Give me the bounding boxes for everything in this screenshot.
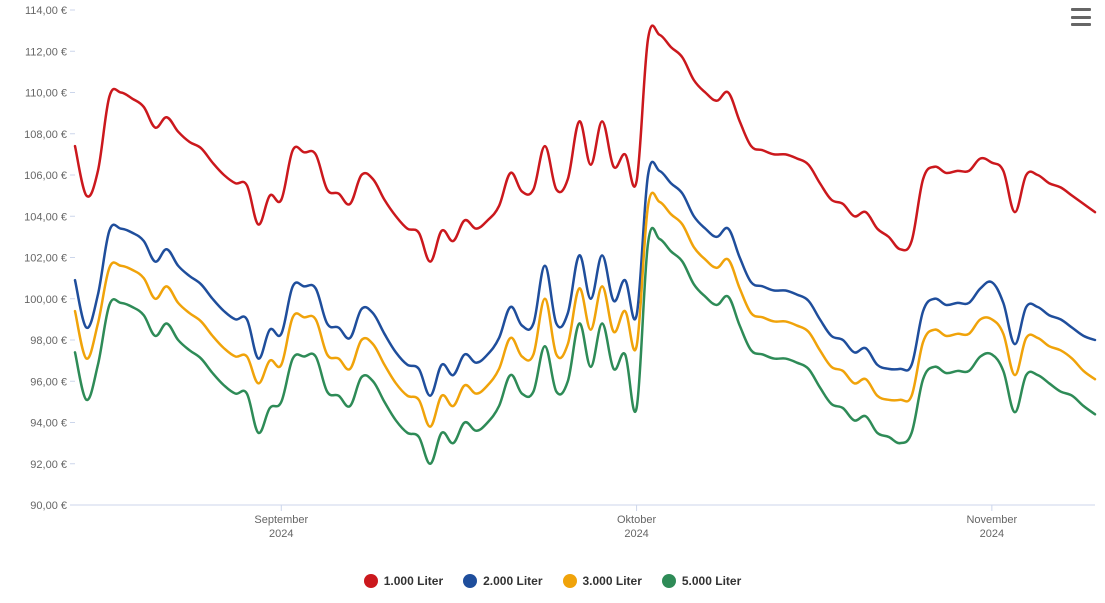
x-axis-label-year: 2024 [624,528,648,540]
chart-legend: 1.000 Liter 2.000 Liter 3.000 Liter 5.000 L… [0,574,1105,591]
x-axis-label-month: September [254,514,308,526]
line-chart-svg: 90,00 € 92,00 € 94,00 € 96,00 € 98,00 € 100,0… [0,0,1105,553]
chart-container: 90,00 € 92,00 € 94,00 € 96,00 € 98,00 € 100,0… [0,0,1105,603]
y-axis-label: 94,00 € [30,418,67,430]
legend-swatch [364,574,378,588]
x-axis-label-month: November [966,514,1017,526]
y-axis-label: 112,00 € [25,46,67,58]
y-axis-label: 92,00 € [30,459,67,471]
x-axis-label-year: 2024 [980,528,1004,540]
legend-item[interactable]: 3.000 Liter [563,574,642,588]
legend-swatch [563,574,577,588]
y-axis-label: 98,00 € [30,335,67,347]
y-axis-label: 102,00 € [24,253,67,265]
legend-item[interactable]: 1.000 Liter [364,574,443,588]
legend-label: 5.000 Liter [682,574,741,588]
y-axis-label: 100,00 € [24,294,67,306]
x-axis-label-month: Oktober [617,514,656,526]
y-axis-label: 96,00 € [30,376,67,388]
legend-label: 2.000 Liter [483,574,542,588]
y-axis-label: 114,00 € [25,5,67,17]
y-axis-label: 110,00 € [25,88,67,100]
series-line[interactable] [75,26,1095,262]
y-axis-label: 106,00 € [24,170,67,182]
legend-swatch [463,574,477,588]
y-axis-label: 108,00 € [24,129,67,141]
legend-item[interactable]: 5.000 Liter [662,574,741,588]
legend-label: 3.000 Liter [583,574,642,588]
series-line[interactable] [75,228,1095,464]
legend-swatch [662,574,676,588]
series-line[interactable] [75,162,1095,396]
x-axis-label-year: 2024 [269,528,293,540]
legend-label: 1.000 Liter [384,574,443,588]
series-line[interactable] [75,193,1095,427]
y-axis-label: 90,00 € [30,500,67,512]
hamburger-icon[interactable] [1071,8,1091,26]
y-axis-label: 104,00 € [24,211,67,223]
legend-item[interactable]: 2.000 Liter [463,574,542,588]
